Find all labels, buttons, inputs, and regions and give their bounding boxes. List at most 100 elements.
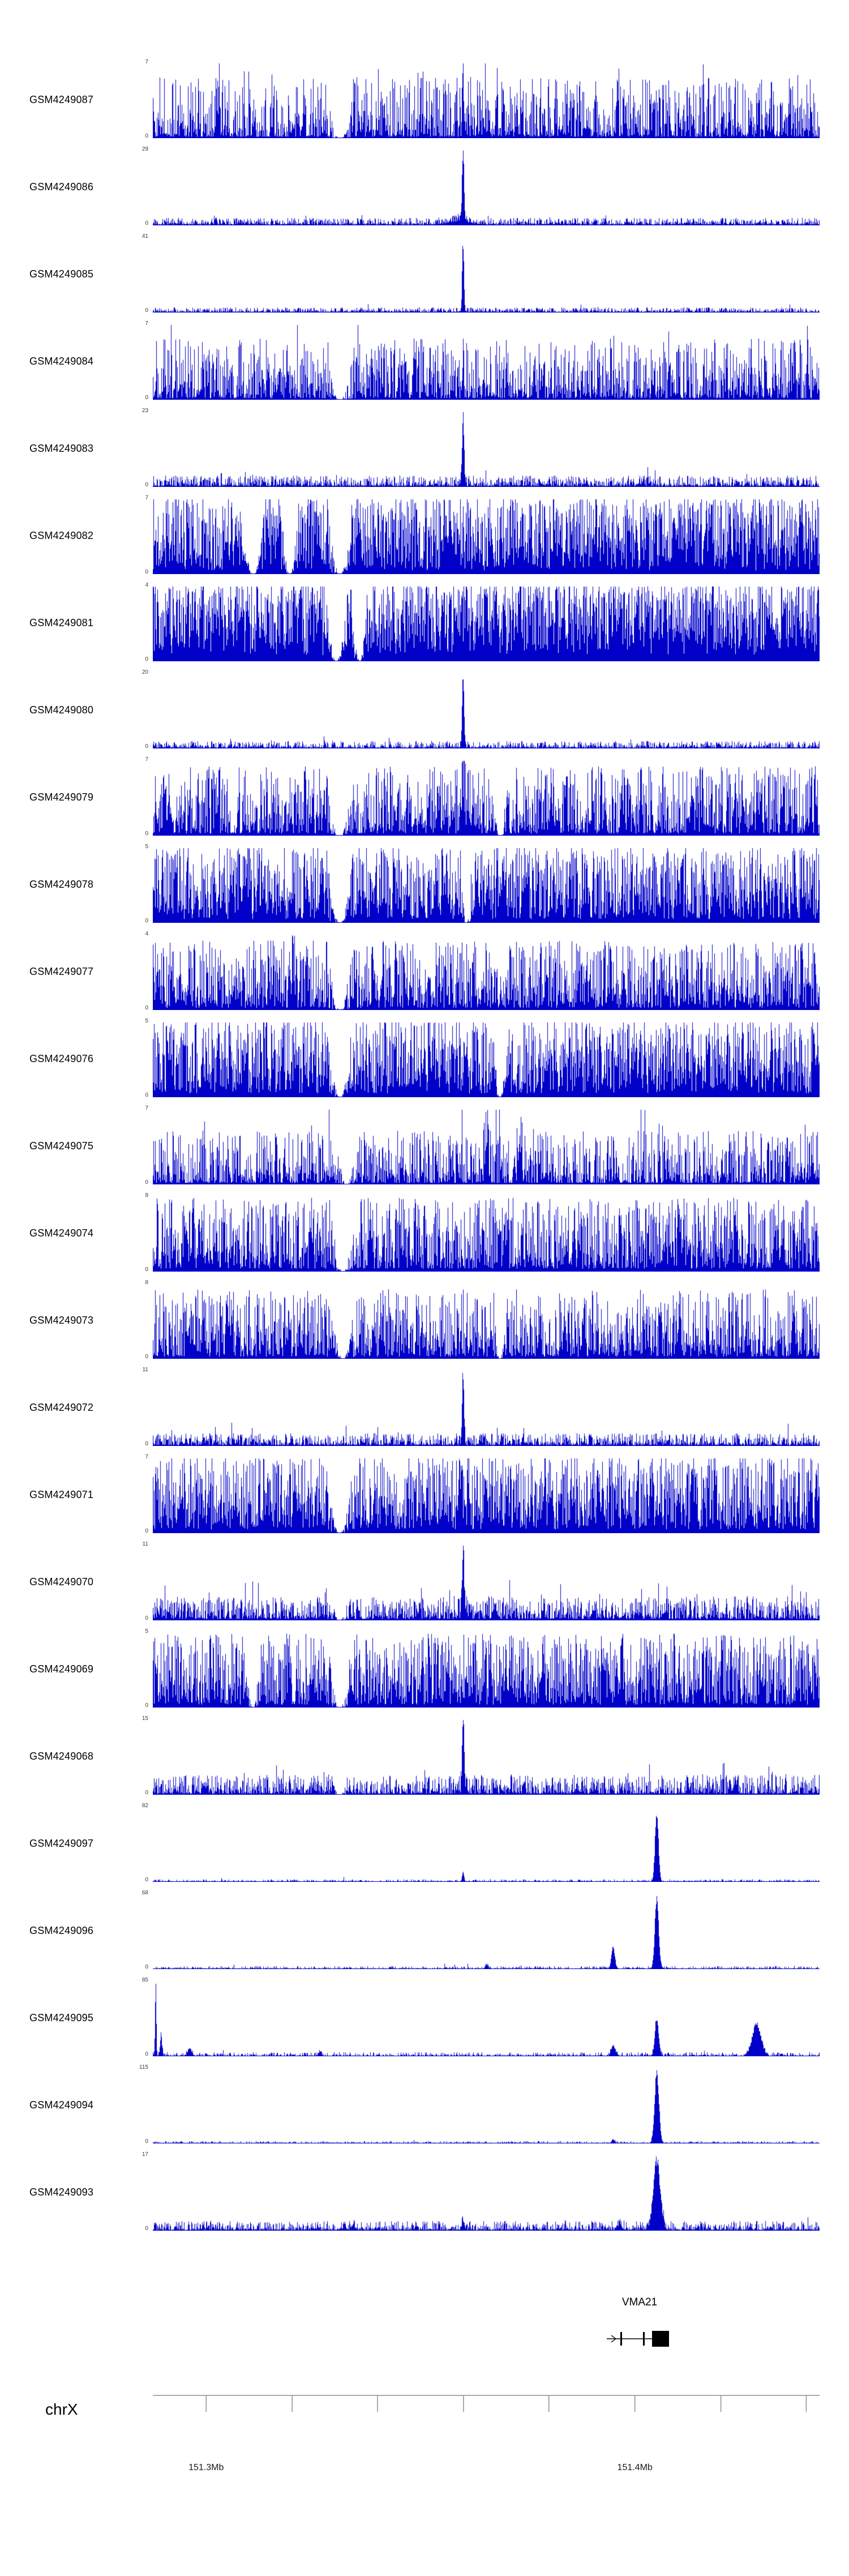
gene-model bbox=[607, 2331, 669, 2347]
track-ymax-value: 7 bbox=[145, 495, 148, 501]
track-ymax-value: 23 bbox=[142, 408, 148, 414]
track-row: GSM4249080 20 0 bbox=[0, 669, 849, 759]
track-ymin-value: 0 bbox=[145, 1266, 148, 1273]
track-ymax-value: 5 bbox=[145, 1018, 148, 1024]
track-ymin-value: 0 bbox=[145, 1702, 148, 1709]
track-sample-label: GSM4249084 bbox=[29, 356, 94, 367]
track-ymin-value: 0 bbox=[145, 482, 148, 488]
track-sample-label: GSM4249087 bbox=[29, 94, 94, 105]
track-sample-label: GSM4249094 bbox=[29, 2099, 94, 2111]
coverage-histogram bbox=[153, 585, 820, 661]
track-row: GSM4249085 41 0 bbox=[0, 234, 849, 323]
track-row: GSM4249096 68 0 bbox=[0, 1890, 849, 1979]
track-row: GSM4249084 7 0 bbox=[0, 320, 849, 410]
track-row: GSM4249071 7 0 bbox=[0, 1454, 849, 1543]
track-ymin-value: 0 bbox=[145, 2138, 148, 2145]
track-ymin-value: 0 bbox=[145, 1092, 148, 1098]
chromosome-label: chrX bbox=[45, 2400, 78, 2418]
coverage-histogram bbox=[153, 1632, 820, 1708]
track-sample-label: GSM4249076 bbox=[29, 1053, 94, 1064]
track-sample-label: GSM4249077 bbox=[29, 966, 94, 977]
coverage-histogram bbox=[153, 2155, 820, 2231]
track-ymax-value: 5 bbox=[145, 844, 148, 850]
track-row: GSM4249077 4 0 bbox=[0, 931, 849, 1020]
track-ymin-value: 0 bbox=[145, 918, 148, 924]
ruler-coordinate-label: 151.3Mb bbox=[188, 2463, 224, 2472]
track-ymin-value: 0 bbox=[145, 1354, 148, 1360]
track-ymin-value: 0 bbox=[145, 1790, 148, 1796]
track-ymax-value: 5 bbox=[145, 1628, 148, 1634]
track-ymax-value: 7 bbox=[145, 59, 148, 65]
coverage-histogram bbox=[153, 1370, 820, 1446]
coverage-histogram bbox=[153, 934, 820, 1010]
track-ymin-value: 0 bbox=[145, 1441, 148, 1447]
track-sample-label: GSM4249070 bbox=[29, 1576, 94, 1587]
track-ymax-value: 7 bbox=[145, 320, 148, 327]
coverage-histogram bbox=[153, 1893, 820, 1969]
track-ymin-value: 0 bbox=[145, 133, 148, 139]
track-sample-label: GSM4249097 bbox=[29, 1838, 94, 1849]
coverage-histogram bbox=[153, 1109, 820, 1184]
track-row: GSM4249079 7 0 bbox=[0, 756, 849, 846]
track-row: GSM4249081 4 0 bbox=[0, 583, 849, 671]
track-sample-label: GSM4249071 bbox=[29, 1489, 94, 1500]
track-row: GSM4249097 82 0 bbox=[0, 1803, 849, 1892]
gene-name-label: VMA21 bbox=[621, 2296, 658, 2308]
track-row: GSM4249093 17 0 bbox=[0, 2152, 849, 2241]
track-row: GSM4249074 8 0 bbox=[0, 1192, 849, 1282]
gene-cds-box bbox=[652, 2331, 669, 2347]
track-ymax-value: 115 bbox=[139, 2064, 148, 2070]
track-ymin-value: 0 bbox=[145, 395, 148, 401]
track-ymax-value: 7 bbox=[145, 756, 148, 763]
track-ymax-value: 85 bbox=[142, 1977, 148, 1983]
coverage-histogram bbox=[153, 411, 820, 487]
track-row: GSM4249069 5 0 bbox=[0, 1628, 849, 1718]
track-sample-label: GSM4249078 bbox=[29, 879, 94, 890]
track-row: GSM4249070 11 0 bbox=[0, 1542, 849, 1631]
coverage-histogram bbox=[153, 1021, 820, 1097]
track-row: GSM4249078 5 0 bbox=[0, 844, 849, 933]
track-sample-label: GSM4249074 bbox=[29, 1227, 94, 1239]
track-ymin-value: 0 bbox=[145, 1877, 148, 1883]
track-ymax-value: 8 bbox=[145, 1280, 148, 1286]
track-sample-label: GSM4249096 bbox=[29, 1925, 94, 1936]
gene-exon bbox=[643, 2332, 645, 2346]
gene-direction-arrow-icon bbox=[611, 2335, 617, 2343]
track-row: GSM4249076 5 0 bbox=[0, 1018, 849, 1107]
track-ymax-value: 7 bbox=[145, 1454, 148, 1460]
track-sample-label: GSM4249081 bbox=[29, 617, 94, 628]
track-ymax-value: 7 bbox=[145, 1105, 148, 1111]
coordinate-ruler bbox=[153, 2395, 820, 2412]
track-ymin-value: 0 bbox=[145, 569, 148, 575]
coverage-histogram bbox=[153, 760, 820, 836]
track-sample-label: GSM4249085 bbox=[29, 268, 94, 280]
track-ymin-value: 0 bbox=[145, 1528, 148, 1534]
coverage-histogram bbox=[153, 237, 820, 313]
track-ymin-value: 0 bbox=[145, 2051, 148, 2057]
coverage-histogram bbox=[153, 1457, 820, 1533]
track-ymin-value: 0 bbox=[145, 1179, 148, 1186]
track-sample-label: GSM4249069 bbox=[29, 1663, 94, 1675]
track-sample-label: GSM4249072 bbox=[29, 1402, 94, 1413]
track-ymax-value: 4 bbox=[145, 931, 148, 937]
track-sample-label: GSM4249079 bbox=[29, 791, 94, 803]
track-ymin-value: 0 bbox=[145, 1964, 148, 1970]
track-row: GSM4249073 8 0 bbox=[0, 1280, 849, 1369]
track-ymin-value: 0 bbox=[145, 307, 148, 314]
track-row: GSM4249087 7 0 bbox=[0, 59, 849, 148]
track-row: GSM4249072 11 0 bbox=[0, 1367, 849, 1456]
track-ymax-value: 8 bbox=[145, 1192, 148, 1199]
track-ymin-value: 0 bbox=[145, 656, 148, 662]
track-ymin-value: 0 bbox=[145, 1005, 148, 1011]
coverage-histogram bbox=[153, 1980, 820, 2056]
gene-exon bbox=[620, 2332, 622, 2346]
track-sample-label: GSM4249086 bbox=[29, 181, 94, 192]
coverage-histogram bbox=[153, 2068, 820, 2143]
track-ymax-value: 82 bbox=[142, 1803, 148, 1809]
coverage-histogram bbox=[153, 673, 820, 748]
track-ymax-value: 68 bbox=[142, 1890, 148, 1896]
track-sample-label: GSM4249093 bbox=[29, 2186, 94, 2198]
track-ymax-value: 20 bbox=[142, 669, 148, 675]
track-ymin-value: 0 bbox=[145, 2226, 148, 2232]
